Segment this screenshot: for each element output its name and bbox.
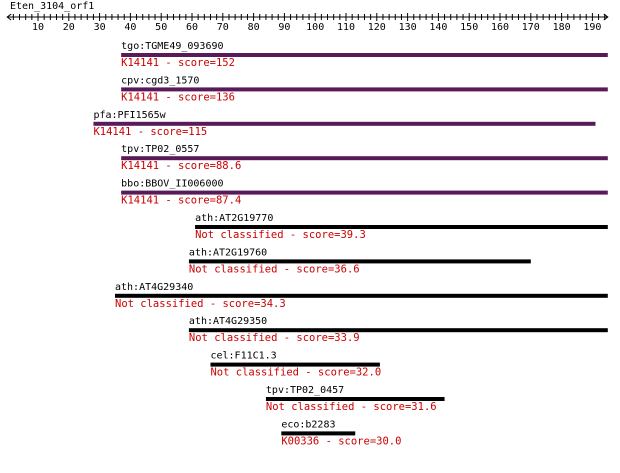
hit-row[interactable]: bbo:BBOV_II006000 K14141 - score=87.4 bbox=[121, 179, 608, 207]
hit-score: Not classified - score=32.0 bbox=[210, 367, 381, 379]
hit-row[interactable]: eco:b2283 K00336 - score=30.0 bbox=[281, 419, 401, 447]
hit-score: K14141 - score=136 bbox=[121, 91, 235, 103]
hit-bar-ko[interactable] bbox=[121, 190, 608, 195]
query-title: Eten_3104_orf1 bbox=[10, 1, 94, 12]
hit-name[interactable]: tpv:TP02_0557 bbox=[121, 144, 199, 155]
hit-score: Not classified - score=33.9 bbox=[189, 332, 360, 344]
hit-bar-ko[interactable] bbox=[93, 121, 596, 126]
hit-bar-unclassified[interactable] bbox=[265, 397, 445, 401]
ruler-tick-label: 160 bbox=[491, 22, 509, 33]
hit-row[interactable]: tpv:TP02_0557 K14141 - score=88.6 bbox=[121, 144, 608, 172]
hit-score: K14141 - score=115 bbox=[93, 126, 207, 138]
ruler-tick-label: 140 bbox=[429, 22, 447, 33]
hit-bar-unclassified[interactable] bbox=[195, 225, 608, 229]
hit-name[interactable]: eco:b2283 bbox=[281, 419, 335, 430]
hit-list: tgo:TGME49_093690 K14141 - score=152 cpv:c… bbox=[93, 41, 608, 447]
ruler-tick-label: 190 bbox=[583, 22, 601, 33]
hit-score: K14141 - score=87.4 bbox=[121, 195, 241, 207]
hit-bar-unclassified[interactable] bbox=[188, 328, 608, 333]
hit-row[interactable]: ath:AT2G19770 Not classified - score=39.3 bbox=[195, 213, 608, 241]
hit-score: K14141 - score=152 bbox=[121, 57, 235, 69]
position-ruler: 10 20 30 40 50 60 70 80 90 100 110 120 130 140 150 160 1… bbox=[6, 13, 609, 33]
hit-score: Not classified - score=39.3 bbox=[195, 229, 366, 241]
hit-bar-ko[interactable] bbox=[121, 156, 608, 161]
hit-name[interactable]: ath:AT4G29350 bbox=[189, 316, 267, 327]
ruler-tick-label: 170 bbox=[522, 22, 540, 33]
ruler-left-arrow-icon bbox=[6, 13, 12, 21]
hit-name[interactable]: ath:AT2G19770 bbox=[195, 213, 273, 224]
hit-name[interactable]: ath:AT4G29340 bbox=[115, 282, 193, 293]
hit-bar-unclassified[interactable] bbox=[281, 431, 356, 436]
hit-score: K00336 - score=30.0 bbox=[281, 435, 401, 447]
ruler-tick-label: 30 bbox=[94, 22, 106, 33]
ruler-tick-label: 20 bbox=[63, 22, 75, 33]
hit-row[interactable]: tgo:TGME49_093690 K14141 - score=152 bbox=[121, 41, 608, 69]
hit-row[interactable]: cpv:cgd3_1570 K14141 - score=136 bbox=[121, 75, 608, 103]
hit-row[interactable]: ath:AT2G19760 Not classified - score=36.6 bbox=[188, 247, 531, 275]
hit-score: Not classified - score=31.6 bbox=[266, 401, 437, 413]
ruler-tick-label: 180 bbox=[553, 22, 571, 33]
hit-name[interactable]: tgo:TGME49_093690 bbox=[121, 41, 223, 52]
ruler-tick-label: 100 bbox=[306, 22, 324, 33]
hit-name[interactable]: cel:F11C1.3 bbox=[210, 351, 276, 362]
hit-name[interactable]: ath:AT2G19760 bbox=[189, 247, 267, 258]
ruler-tick-label: 150 bbox=[460, 22, 478, 33]
hit-row[interactable]: ath:AT4G29350 Not classified - score=33.9 bbox=[188, 316, 608, 344]
hit-score: Not classified - score=36.6 bbox=[189, 263, 360, 275]
hit-bar-ko[interactable] bbox=[121, 53, 608, 57]
hit-row[interactable]: cel:F11C1.3 Not classified - score=32.0 bbox=[210, 351, 381, 379]
ruler-tick-label: 120 bbox=[368, 22, 386, 33]
hit-score: Not classified - score=34.3 bbox=[115, 298, 286, 310]
hit-name[interactable]: tpv:TP02_0457 bbox=[266, 385, 344, 396]
hit-bar-ko[interactable] bbox=[121, 87, 608, 92]
ruler-tick-label: 90 bbox=[278, 22, 290, 33]
hit-row[interactable]: pfa:PFI1565w K14141 - score=115 bbox=[93, 110, 596, 138]
ruler-tick-label: 50 bbox=[155, 22, 167, 33]
ruler-tick-label: 40 bbox=[124, 22, 136, 33]
hit-bar-unclassified[interactable] bbox=[188, 259, 531, 264]
ruler-tick-label: 60 bbox=[186, 22, 198, 33]
hit-bar-unclassified[interactable] bbox=[210, 362, 380, 367]
ruler-tick-label: 110 bbox=[337, 22, 355, 33]
hit-name[interactable]: bbo:BBOV_II006000 bbox=[121, 179, 223, 190]
ruler-tick-label: 70 bbox=[217, 22, 229, 33]
hit-row[interactable]: tpv:TP02_0457 Not classified - score=31.6 bbox=[265, 385, 445, 413]
hit-name[interactable]: cpv:cgd3_1570 bbox=[121, 75, 199, 86]
ruler-tick-label: 130 bbox=[399, 22, 417, 33]
hit-row[interactable]: ath:AT4G29340 Not classified - score=34.3 bbox=[115, 282, 608, 310]
hit-name[interactable]: pfa:PFI1565w bbox=[93, 110, 166, 121]
ruler-tick-label: 10 bbox=[32, 22, 44, 33]
hit-bar-unclassified[interactable] bbox=[115, 293, 608, 298]
ruler-tick-label: 80 bbox=[248, 22, 260, 33]
hit-score: K14141 - score=88.6 bbox=[121, 160, 241, 172]
